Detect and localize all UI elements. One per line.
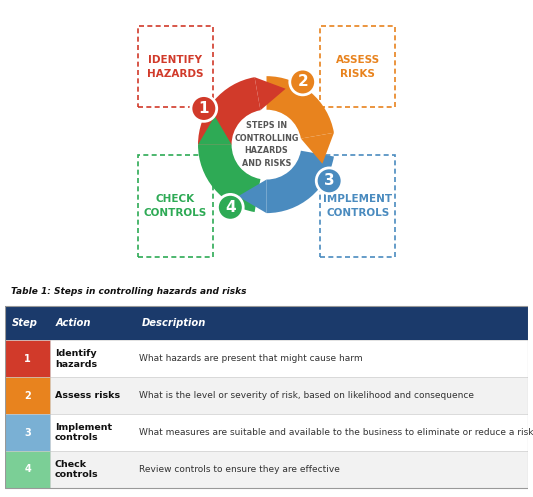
Bar bbox=[5, 340, 50, 377]
Text: Implement
controls: Implement controls bbox=[55, 422, 112, 442]
Bar bbox=[320, 26, 395, 107]
Wedge shape bbox=[266, 151, 334, 213]
Bar bbox=[5, 414, 50, 451]
Text: Review controls to ensure they are effective: Review controls to ensure they are effec… bbox=[139, 465, 340, 474]
Text: Assess risks: Assess risks bbox=[55, 391, 120, 400]
Bar bbox=[5, 306, 528, 488]
Text: 4: 4 bbox=[24, 464, 31, 475]
Text: What is the level or severity of risk, based on likelihood and consequence: What is the level or severity of risk, b… bbox=[139, 391, 473, 400]
Text: ASSESS
RISKS: ASSESS RISKS bbox=[336, 55, 380, 79]
Polygon shape bbox=[198, 116, 231, 145]
Bar bbox=[138, 156, 213, 257]
Text: 2: 2 bbox=[297, 75, 308, 89]
Text: 1: 1 bbox=[199, 101, 209, 116]
Text: Action: Action bbox=[56, 318, 92, 328]
Text: Step: Step bbox=[12, 318, 37, 328]
Polygon shape bbox=[238, 179, 266, 213]
Bar bbox=[5, 377, 528, 414]
Circle shape bbox=[316, 168, 342, 194]
Text: 3: 3 bbox=[24, 427, 31, 437]
Wedge shape bbox=[198, 77, 261, 145]
Text: Description: Description bbox=[142, 318, 207, 328]
Bar bbox=[138, 26, 213, 107]
Bar bbox=[5, 451, 50, 488]
Text: Check
controls: Check controls bbox=[55, 460, 99, 479]
Text: 1: 1 bbox=[24, 354, 31, 364]
Polygon shape bbox=[255, 77, 286, 110]
Circle shape bbox=[290, 69, 316, 95]
Text: Identify
hazards: Identify hazards bbox=[55, 349, 97, 368]
Text: What measures are suitable and available to the business to eliminate or reduce : What measures are suitable and available… bbox=[139, 428, 533, 437]
Text: IMPLEMENT
CONTROLS: IMPLEMENT CONTROLS bbox=[323, 194, 392, 218]
Polygon shape bbox=[301, 133, 334, 164]
Text: 3: 3 bbox=[324, 173, 335, 188]
Text: Table 1: Steps in controlling hazards and risks: Table 1: Steps in controlling hazards an… bbox=[11, 287, 246, 297]
Circle shape bbox=[217, 194, 243, 220]
Bar bbox=[5, 377, 50, 414]
Text: CHECK
CONTROLS: CHECK CONTROLS bbox=[143, 194, 207, 218]
Text: STEPS IN
CONTROLLING
HAZARDS
AND RISKS: STEPS IN CONTROLLING HAZARDS AND RISKS bbox=[235, 121, 298, 168]
Bar bbox=[5, 340, 528, 377]
Wedge shape bbox=[198, 145, 261, 212]
Bar bbox=[5, 306, 528, 340]
Text: 4: 4 bbox=[225, 200, 236, 215]
Bar bbox=[320, 156, 395, 257]
Text: 2: 2 bbox=[24, 391, 31, 401]
Text: What hazards are present that might cause harm: What hazards are present that might caus… bbox=[139, 354, 362, 363]
Wedge shape bbox=[266, 76, 334, 139]
Circle shape bbox=[233, 111, 300, 178]
Circle shape bbox=[191, 95, 217, 121]
Bar bbox=[5, 414, 528, 451]
Text: IDENTIFY
HAZARDS: IDENTIFY HAZARDS bbox=[147, 55, 204, 79]
Bar bbox=[5, 451, 528, 488]
